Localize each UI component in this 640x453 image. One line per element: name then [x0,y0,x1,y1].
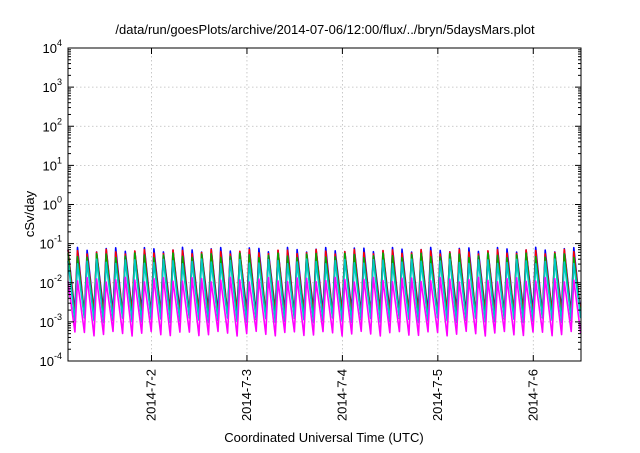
y-tick-label: 10-4 [40,351,62,369]
y-tick-label: 103 [43,77,62,95]
y-axis-label: cSv/day [22,190,37,237]
x-tick-label: 2014-7-5 [430,369,445,421]
y-tick-label: 100 [43,195,62,213]
y-tick-label: 10-2 [40,273,62,291]
y-tick-label: 102 [43,116,62,134]
y-tick-label: 10-1 [40,234,62,252]
series-group [67,246,582,337]
y-tick-label: 101 [43,155,62,173]
x-tick-label: 2014-7-6 [525,369,540,421]
y-tick-label: 10-3 [40,312,62,330]
series-line [67,276,582,337]
y-tick-label: 104 [43,38,62,56]
chart-title: /data/run/goesPlots/archive/2014-07-06/1… [115,22,535,37]
x-tick-label: 2014-7-4 [334,369,349,421]
x-tick-label: 2014-7-2 [144,369,159,421]
x-axis-label: Coordinated Universal Time (UTC) [224,430,423,445]
x-tick-label: 2014-7-3 [239,369,254,421]
axis-ticks: 10-4 10-3 10-2 10-1 100 101 102 103 104 2014-7-2 2… [40,38,581,421]
